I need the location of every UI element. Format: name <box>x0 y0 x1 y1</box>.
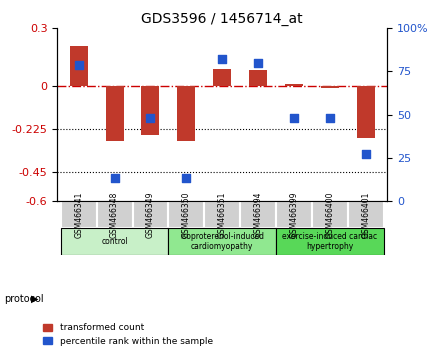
FancyBboxPatch shape <box>169 201 204 228</box>
Text: control: control <box>101 237 128 246</box>
FancyBboxPatch shape <box>276 228 384 255</box>
Text: GSM466348: GSM466348 <box>110 191 119 238</box>
Bar <box>285 84 303 86</box>
Bar <box>177 86 195 141</box>
Point <box>362 152 369 157</box>
Text: GSM466394: GSM466394 <box>253 191 263 238</box>
Text: ▶: ▶ <box>31 294 38 304</box>
Text: GSM466350: GSM466350 <box>182 191 191 238</box>
FancyBboxPatch shape <box>169 228 276 255</box>
Text: GSM466341: GSM466341 <box>74 191 83 238</box>
Text: isoproterenol-induced
cardiomyopathy: isoproterenol-induced cardiomyopathy <box>180 232 264 251</box>
Point <box>111 176 118 181</box>
Text: GSM466400: GSM466400 <box>325 191 334 238</box>
Bar <box>213 69 231 86</box>
Bar <box>106 86 124 142</box>
FancyBboxPatch shape <box>132 201 169 228</box>
FancyBboxPatch shape <box>61 228 169 255</box>
FancyBboxPatch shape <box>204 201 240 228</box>
Bar <box>249 69 267 86</box>
Point <box>290 115 297 121</box>
Text: exercise-induced cardiac
hypertrophy: exercise-induced cardiac hypertrophy <box>282 232 378 251</box>
FancyBboxPatch shape <box>240 201 276 228</box>
Bar <box>142 86 159 135</box>
FancyBboxPatch shape <box>276 201 312 228</box>
Text: GSM466351: GSM466351 <box>218 191 227 238</box>
Text: GSM466399: GSM466399 <box>290 191 298 238</box>
FancyBboxPatch shape <box>312 201 348 228</box>
Bar <box>321 86 339 88</box>
Bar <box>70 46 88 86</box>
FancyBboxPatch shape <box>61 201 97 228</box>
Title: GDS3596 / 1456714_at: GDS3596 / 1456714_at <box>141 12 303 26</box>
Point <box>326 115 334 121</box>
Point <box>75 62 82 67</box>
Legend: transformed count, percentile rank within the sample: transformed count, percentile rank withi… <box>40 320 216 349</box>
Text: protocol: protocol <box>4 294 44 304</box>
Point <box>219 57 226 62</box>
FancyBboxPatch shape <box>348 201 384 228</box>
Point <box>183 176 190 181</box>
Point <box>147 115 154 121</box>
Text: GSM466401: GSM466401 <box>361 191 370 238</box>
FancyBboxPatch shape <box>97 201 132 228</box>
Point <box>255 60 262 66</box>
Bar <box>357 86 374 138</box>
Text: GSM466349: GSM466349 <box>146 191 155 238</box>
